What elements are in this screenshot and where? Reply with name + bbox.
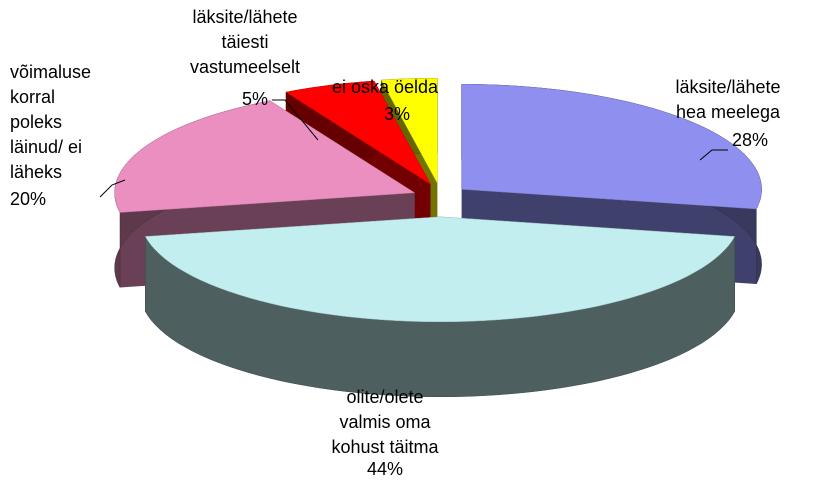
slice: [114, 100, 416, 288]
value-label: 5%: [242, 89, 268, 109]
slice-top: [380, 78, 438, 184]
category-label: läksite/lähete: [192, 7, 297, 27]
slice-top: [144, 216, 736, 323]
slice-top: [285, 80, 431, 185]
value-label: 20%: [10, 189, 46, 209]
category-label: täiesti: [221, 32, 268, 52]
leader-line: [699, 149, 728, 161]
category-label: korral: [10, 87, 55, 107]
value-label: 44%: [367, 459, 403, 479]
category-label: valmis oma: [339, 412, 431, 432]
slice: [144, 216, 736, 398]
slice-top: [114, 100, 416, 213]
category-label: poleks: [10, 112, 62, 132]
category-label: vastumeelselt: [190, 57, 300, 77]
category-label: ei oska öelda: [332, 77, 439, 97]
slice-top: [461, 84, 762, 210]
category-label: kohust täitma: [331, 437, 439, 457]
leader-line: [272, 99, 319, 141]
category-label: võimaluse: [10, 62, 91, 82]
leader-line: [99, 179, 126, 198]
category-label: hea meelega: [676, 102, 781, 122]
category-label: läinud/ ei: [10, 137, 82, 157]
category-label: läksite/lähete: [675, 77, 780, 97]
value-label: 28%: [732, 130, 768, 150]
category-label: läheks: [10, 162, 62, 182]
category-label: olite/olete: [346, 387, 423, 407]
value-label: 3%: [384, 104, 410, 124]
